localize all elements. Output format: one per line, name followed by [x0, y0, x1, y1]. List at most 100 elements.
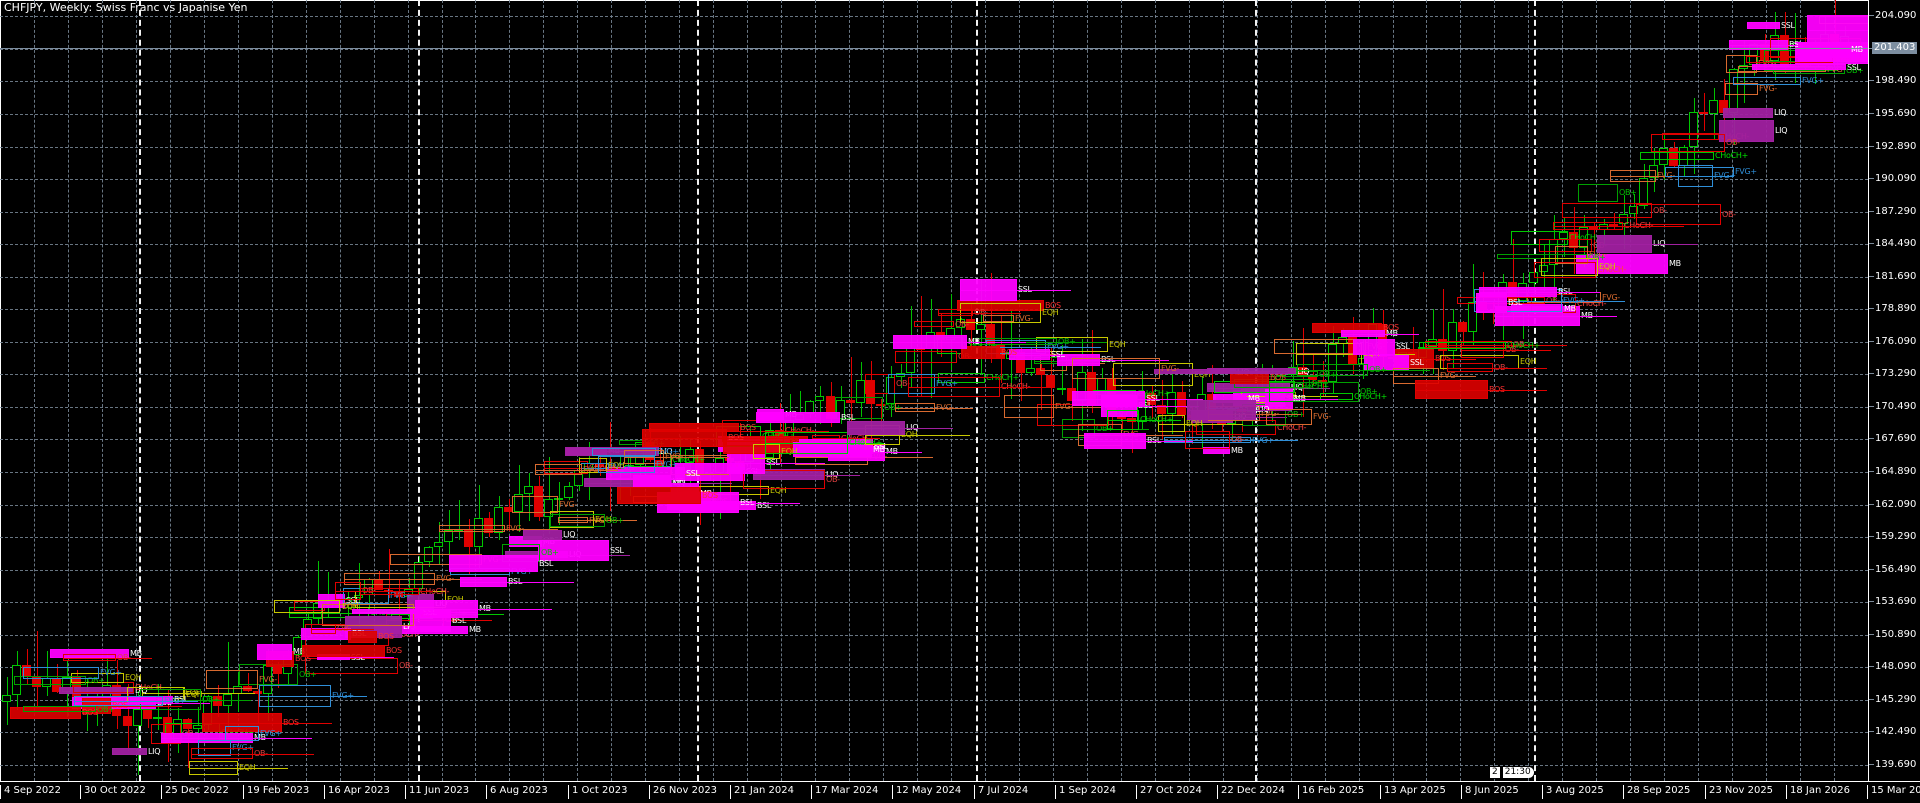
chart-plot-area[interactable]: OB+CHoCH-MBFVG-CHoCH+MBLIQFVG-EQHOB+LIQF…	[0, 0, 1868, 781]
smc-level-line	[1004, 407, 1101, 408]
smc-zone-box	[538, 540, 609, 561]
smc-zone-box	[257, 644, 292, 660]
plot-left-border	[0, 0, 1, 781]
smc-zone-label: CHoCH+	[986, 373, 1020, 382]
smc-zone-label: SSL	[1396, 342, 1410, 351]
grid-line-horizontal	[0, 309, 1868, 310]
smc-zone-box	[1185, 431, 1230, 449]
smc-zone-label: CHoCH+	[1569, 233, 1603, 242]
smc-zone-label: MB	[1294, 394, 1306, 403]
smc-level-line	[344, 579, 482, 580]
smc-zone-label: FVG+	[1735, 167, 1757, 176]
candle-body	[474, 517, 483, 547]
candle-body	[554, 497, 563, 500]
smc-zone-label: CHoCH-	[589, 462, 619, 472]
grid-line-vertical	[543, 0, 544, 781]
candle-wick	[1092, 330, 1093, 413]
smc-zone-box	[523, 530, 562, 540]
grid-line-vertical	[985, 0, 986, 781]
smc-zone-label: OB-	[254, 748, 268, 758]
candle-body	[1709, 100, 1718, 115]
grid-line-vertical	[1325, 0, 1326, 781]
candle-body	[544, 499, 553, 517]
smc-zone-label: CHoCH+	[1507, 341, 1541, 350]
smc-zone-box	[1364, 355, 1409, 370]
grid-line-vertical	[917, 0, 918, 781]
smc-zone-box	[617, 487, 701, 504]
candle-wick	[1714, 88, 1715, 140]
smc-zone-label: BOS	[702, 490, 718, 500]
smc-zone-label: OB-	[1546, 296, 1560, 305]
smc-zone-label: OB-	[1726, 138, 1740, 147]
candle-body	[1458, 322, 1467, 332]
smc-zone-label: OB+	[1311, 378, 1329, 388]
grid-line-vertical	[102, 0, 103, 781]
smc-level-line	[847, 428, 953, 429]
price-axis-tick: 190.090	[1869, 173, 1920, 185]
candle-body	[1619, 213, 1628, 224]
smc-zone-box	[1341, 330, 1385, 337]
candle-body	[143, 709, 152, 720]
smc-zone-box	[1203, 447, 1230, 454]
grid-line-vertical	[442, 0, 443, 781]
price-axis[interactable]: 204.090201.290198.490195.690192.890190.0…	[1868, 0, 1920, 781]
candle-body	[223, 693, 232, 706]
smc-zone-label: BOS	[1270, 372, 1286, 382]
smc-level-line	[986, 347, 1101, 348]
smc-zone-label: BSL	[452, 616, 466, 625]
smc-level-line	[727, 463, 825, 464]
smc-zone-box	[1733, 77, 1801, 85]
smc-zone-label: OB+	[1096, 423, 1114, 433]
price-tick-mark	[1869, 470, 1874, 472]
grid-line-vertical	[408, 0, 409, 781]
grid-line-vertical	[170, 0, 171, 781]
smc-level-line	[415, 609, 552, 610]
smc-zone-label: EQH	[1194, 369, 1211, 379]
candle-wick	[1313, 353, 1314, 385]
smc-zone-label: MB	[1231, 446, 1243, 455]
candle-wick	[107, 653, 108, 714]
smc-level-line	[142, 693, 255, 694]
candle-body	[153, 716, 162, 720]
smc-zone-label: LIQ	[1774, 108, 1787, 117]
smc-zone-label: BOS	[82, 708, 98, 717]
smc-zone-label: OB+	[541, 548, 559, 557]
smc-zone-box	[888, 374, 935, 394]
smc-zone-box	[1662, 133, 1719, 140]
grid-line-horizontal	[0, 570, 1868, 571]
smc-zone-label: LIQ	[906, 423, 919, 432]
smc-zone-label: EQH	[770, 485, 787, 495]
price-tick-mark	[1869, 698, 1874, 700]
time-axis[interactable]: 4 Sep 2022 30 Oct 2022 25 Dec 2022 19 Feb 2…	[0, 781, 1920, 803]
price-tick-label: 142.490	[1875, 726, 1917, 737]
candle-wick	[47, 650, 48, 697]
smc-zone-label: FVG-	[665, 452, 683, 461]
grid-line-vertical	[1155, 0, 1156, 781]
price-tick-mark	[1869, 437, 1874, 439]
smc-zone-label: FVG-	[1015, 314, 1033, 323]
smc-level-line	[1107, 420, 1181, 421]
grid-line-vertical	[68, 0, 69, 781]
grid-line-vertical	[577, 0, 578, 781]
candle-body	[1448, 322, 1457, 351]
candle-wick	[1323, 361, 1324, 396]
candle-body	[1569, 232, 1578, 248]
candle-wick	[1594, 221, 1595, 253]
price-axis-tick: 173.290	[1869, 368, 1920, 380]
grid-line-vertical	[781, 0, 782, 781]
candle-wick	[228, 642, 229, 731]
smc-level-line	[893, 342, 1026, 343]
grid-line-vertical	[238, 0, 239, 781]
grid-line-vertical	[136, 0, 137, 781]
price-axis-tick: 195.690	[1869, 108, 1920, 120]
grid-line-vertical	[1189, 0, 1190, 781]
smc-level-line	[82, 706, 182, 707]
candle-wick	[680, 435, 681, 485]
smc-zone-label: MB	[886, 447, 898, 456]
candle-body	[1167, 391, 1176, 415]
smc-zone-label: EQH	[1599, 262, 1616, 271]
smc-zone-box	[535, 464, 582, 475]
grid-line-horizontal	[0, 49, 1868, 50]
price-tick-mark	[1869, 112, 1874, 114]
smc-zone-label: LIQ	[1297, 367, 1310, 376]
